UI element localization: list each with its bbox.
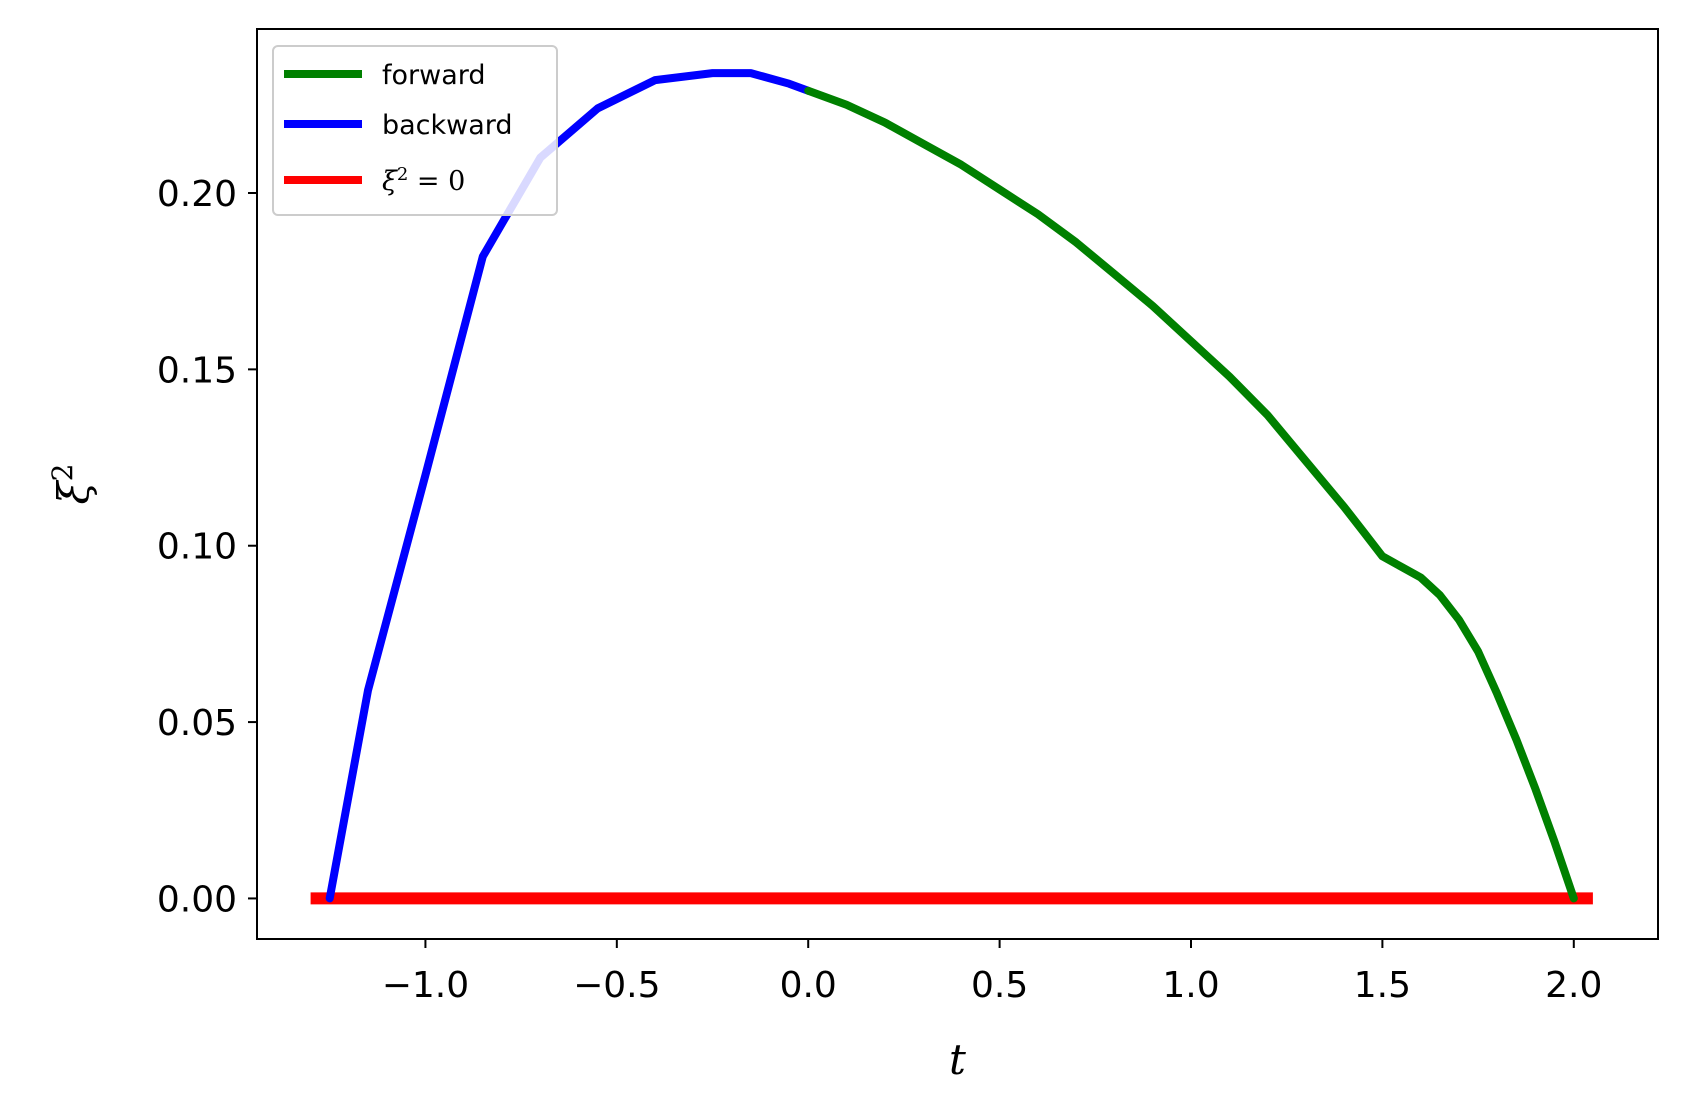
ticks-layer: −1.0 −0.5 0.0 0.5 1.0 1.5 2.0 0.00 0.05 0.10 0.15 0… <box>157 174 1603 1006</box>
x-tick-label: 1.5 <box>1354 965 1411 1006</box>
y-tick-label: 0.20 <box>157 174 237 215</box>
x-tick-label: 0.5 <box>971 965 1028 1006</box>
y-axis-label-exponent: 2 <box>46 464 79 482</box>
x-tick-label: 1.0 <box>1162 965 1219 1006</box>
x-axis-label: t <box>949 1035 966 1084</box>
legend-label-backward: backward <box>382 110 513 141</box>
y-tick-label: 0.00 <box>157 879 237 920</box>
series-layer <box>310 69 1593 905</box>
legend-label-forward: forward <box>382 60 486 91</box>
x-tick-label: −1.0 <box>382 965 469 1006</box>
legend-label-zero-rest: = 0 <box>408 166 465 197</box>
x-tick-label: −0.5 <box>573 965 660 1006</box>
legend-box <box>272 45 558 216</box>
series-line-forward <box>804 86 1578 903</box>
y-axis-label: ξ2 <box>46 464 99 505</box>
series-line-backward <box>325 69 813 903</box>
y-tick-label: 0.10 <box>157 527 237 568</box>
x-tick-label: 0.0 <box>780 965 837 1006</box>
y-tick-label: 0.15 <box>157 350 237 391</box>
y-axis-label-base: ξ <box>49 479 98 504</box>
x-tick-label: 2.0 <box>1545 965 1602 1006</box>
legend-label-zero-base: ξ <box>382 166 398 197</box>
legend-label-zero: ξ2 = 0 <box>382 164 465 198</box>
legend: forward backward ξ2 = 0 <box>272 45 558 216</box>
legend-label-zero-exponent: 2 <box>397 164 408 185</box>
plot-frame <box>256 28 1659 940</box>
y-tick-label: 0.05 <box>157 703 237 744</box>
